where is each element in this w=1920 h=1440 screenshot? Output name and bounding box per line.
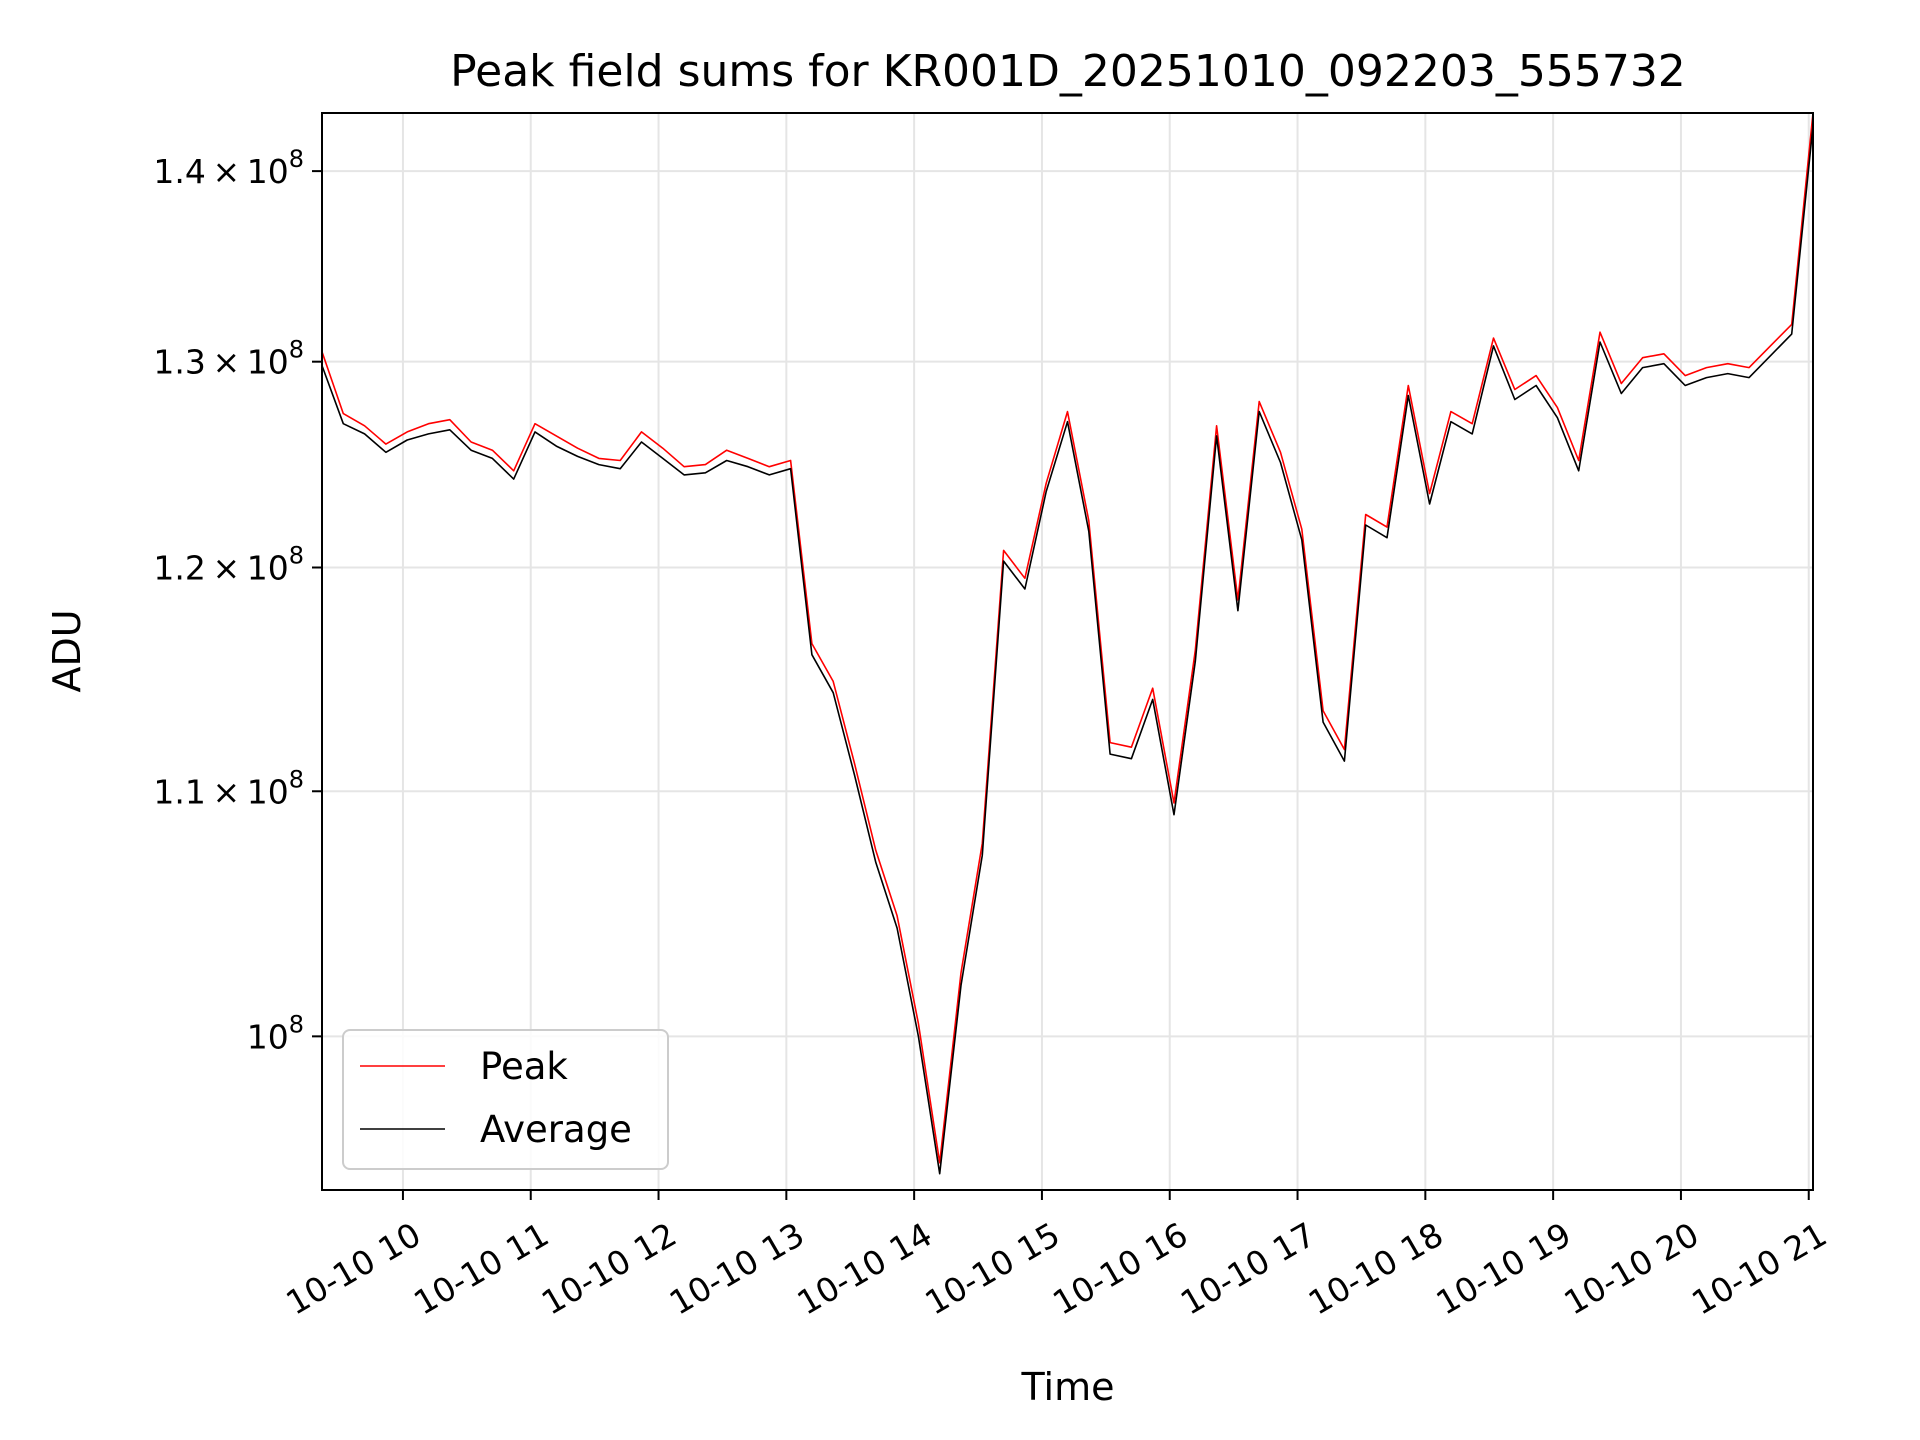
y-tick-label: 1.4 × 108 — [153, 145, 304, 191]
y-tick-label: 1.3 × 108 — [153, 336, 304, 382]
y-axis: 108 1.1 × 108 1.2 × 108 1.3 × 108 1.4 × 108 — [153, 145, 322, 1056]
plot-area — [322, 113, 1813, 1175]
y-tick-label: 1.1 × 108 — [153, 765, 304, 811]
y-tick-label: 108 — [247, 1010, 304, 1056]
series-line-peak — [322, 113, 1813, 1164]
y-tick-label: 1.2 × 108 — [153, 542, 304, 588]
legend-box — [342, 1029, 669, 1170]
y-axis-label: ADU — [45, 609, 89, 692]
x-axis-label: Time — [1021, 1365, 1115, 1409]
series-line-average — [322, 125, 1813, 1175]
grid — [322, 113, 1813, 1190]
legend: Peak Average — [342, 1029, 669, 1170]
plot-frame — [321, 112, 1814, 1191]
legend-label-average: Average — [480, 1108, 632, 1151]
chart-title: Peak field sums for KR001D_20251010_0922… — [450, 46, 1686, 97]
legend-label-peak: Peak — [480, 1045, 568, 1088]
